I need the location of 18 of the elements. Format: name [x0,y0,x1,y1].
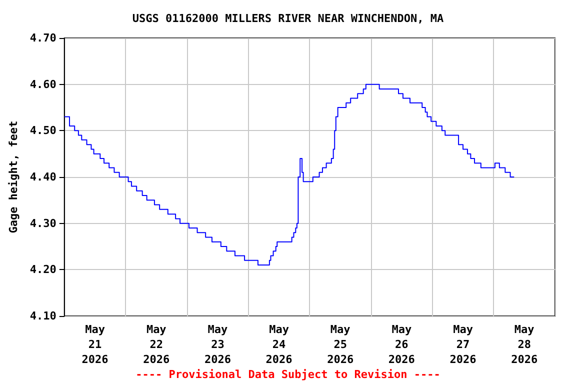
x-tick-label: May 28 2026 [511,323,538,366]
x-tick-label: May 26 2026 [388,323,416,366]
y-tick-label: 4.20 [30,263,56,276]
x-tick-label: May 21 2026 [82,323,109,366]
x-tick-label: May 23 2026 [204,323,232,366]
y-tick-label: 4.50 [30,124,56,138]
y-tick-label: 4.10 [30,310,56,322]
y-tick-label: 4.40 [30,170,56,184]
text: ---- Provisional Data Subject to Revision ---- [136,368,440,381]
y-axis-title: Gage height, feet [7,120,20,234]
y-tick-label: 4.30 [30,216,56,230]
x-tick-label: May 27 2026 [450,323,477,366]
x-tick-label: May 25 2026 [327,323,354,366]
x-tick-label: May 22 2026 [143,323,170,366]
chart-title: USGS 01162000 MILLERS RIVER NEAR WINCHENDON, MA [132,12,444,25]
y-tick-label: 4.70 [30,32,56,44]
y-tick-label: 4.60 [30,78,56,91]
x-tick-label: May 24 2026 [266,323,293,366]
